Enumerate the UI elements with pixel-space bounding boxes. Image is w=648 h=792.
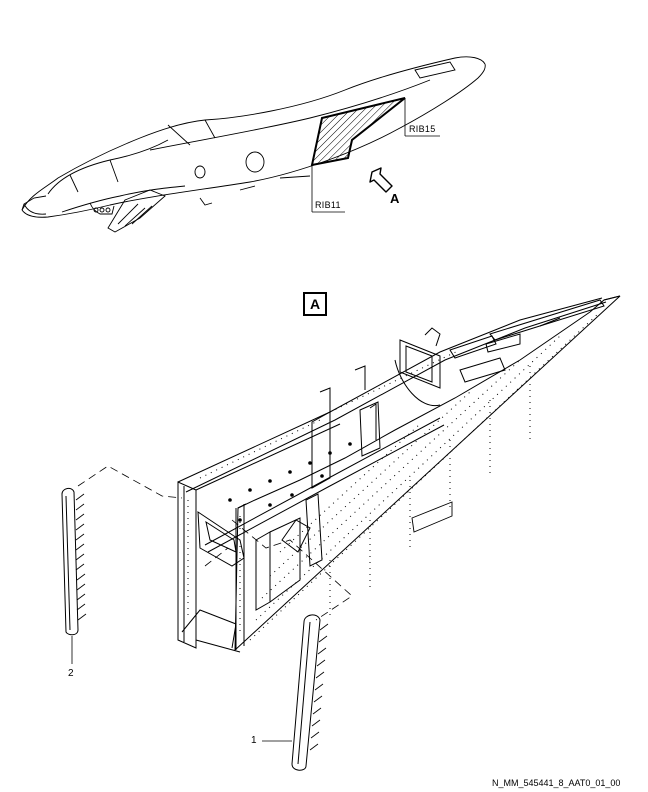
view-a-box: A [303,292,327,316]
upper-frame [177,297,607,493]
item-callout-1: 1 [251,735,257,746]
middle-longeron [204,417,445,553]
rib-frames [235,317,561,650]
rivet-lines [187,311,601,641]
rib11-label: RIB11 [315,200,341,210]
seal-strip-item-2 [61,487,79,636]
item-callout-2: 2 [68,668,74,679]
hatched-zone [310,97,406,167]
front-frame [177,481,245,653]
skin-doubler [411,501,453,533]
view-a-letter: A [309,296,321,312]
view-arrow-icon [369,167,393,193]
rib15-label: RIB15 [409,124,436,134]
seal-strip-item-1-serrations [309,623,329,751]
rib15-leader [404,98,440,137]
assembly-dash-lines [77,465,353,621]
rib11-leader [311,165,345,213]
seal-strip-item-1 [291,614,321,771]
figure-code: N_MM_545441_8_AAT0_01_00 [492,778,621,788]
structure-skin-panel [234,295,621,652]
fastener-holes [228,442,352,522]
seal-strip-item-2-serrations [75,493,87,621]
view-arrow-letter: A [390,191,400,206]
aircraft-outline [21,56,486,233]
